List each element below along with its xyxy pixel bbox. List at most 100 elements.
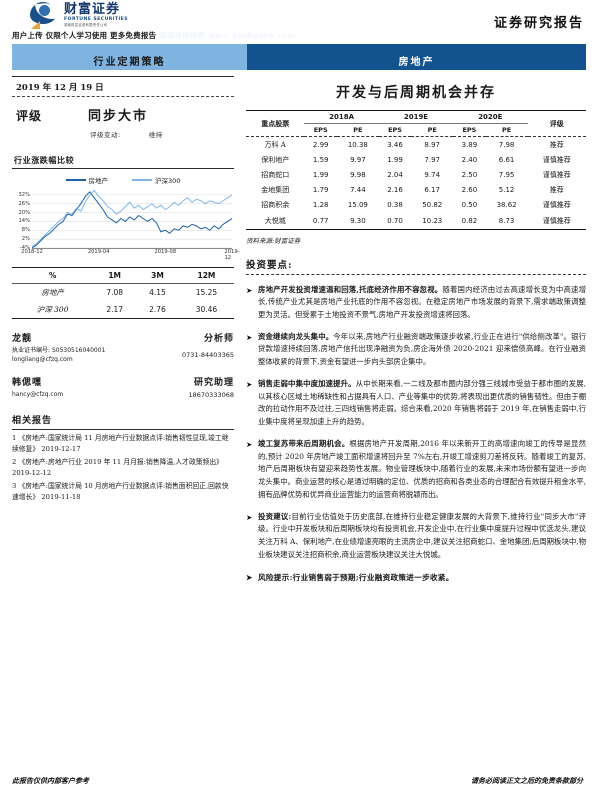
stock-row-0-name: 万科 A xyxy=(264,140,286,149)
stock-table-body: 万科 A 2.99 10.38 3.46 8.97 3.89 7.98 推荐 保利地产 1.59 9… xyxy=(246,136,586,229)
chart-legend: 房地产 沪深300 xyxy=(12,175,234,186)
fortune-securities-logo-icon xyxy=(30,2,60,30)
stock-row-3-eps20: 2.60 xyxy=(461,186,478,195)
stock-row-4-pe20: 38.62 xyxy=(496,201,517,210)
investment-point-1-body: 今年以来,房地产行业融资端政策逐步收紧,行业正在进行"供给侧改革"。银行贷款增速… xyxy=(258,331,586,367)
analyst-1-name: 韩偲嘿 xyxy=(12,378,43,388)
stock-row-0-eps18: 2.99 xyxy=(312,140,329,149)
list-item[interactable]: 3 《房地产:国家统计局 10 月房地产行业数据点评:销售面积回正,回款快速增长… xyxy=(12,482,229,501)
table-row[interactable]: 招商蛇口 1.99 9.98 2.04 9.74 2.50 7.95 谨慎推荐 xyxy=(246,167,586,182)
stock-row-1-pe19: 7.97 xyxy=(424,155,441,164)
stock-row-2-pe19: 9.74 xyxy=(424,170,441,179)
main-column: 开发与后周期机会并存 重点股票 2018A 2019E 2020E 评级 EPS… xyxy=(240,76,586,583)
analyst-0-cert-no: S0530516040001 xyxy=(51,347,106,354)
legend-swatch-0 xyxy=(65,179,86,181)
stock-row-2-pe18: 9.98 xyxy=(350,170,366,179)
analyst-1-meta: hancy@cfzq.com 18670333068 xyxy=(12,390,234,399)
table-row[interactable]: 金地集团 1.79 7.44 2.16 6.17 2.60 5.12 推荐 xyxy=(246,183,586,198)
watermark-part-2: 请查看研报客 www.yanbaoke.com xyxy=(159,31,296,40)
stock-row-1-name: 保利地产 xyxy=(261,155,290,164)
stock-row-5-pe20: 8.73 xyxy=(498,216,515,225)
page-title: 开发与后周期机会并存 xyxy=(336,85,496,101)
stock-row-0-pe19: 8.97 xyxy=(424,140,441,149)
stock-row-3-eps18: 1.79 xyxy=(312,186,329,195)
analyst-1-email[interactable]: hancy@cfzq.com xyxy=(12,391,64,398)
report-date: 2019 年 12 月 19 日 xyxy=(12,76,234,97)
stock-row-0-rating: 推荐 xyxy=(549,140,564,149)
chart-y-tick: -4% xyxy=(19,245,30,251)
perf-row-0-name: 房地产 xyxy=(41,288,64,297)
watermark-text: 用户上传 仅限个人学习使用 更多免费报告 请查看研报客 www.yanbaoke… xyxy=(12,30,587,41)
investment-point-4: ➤ 投资建议:目前行业估值处于历史底部,在维持行业稳定健康发展的大背景下,维持行业… xyxy=(246,511,586,562)
stock-row-3-pe20: 5.12 xyxy=(498,186,515,195)
stock-table-year-2: 2020E xyxy=(453,110,528,124)
chart-y-tick: 14% xyxy=(18,218,30,225)
table-row[interactable]: 保利地产 1.59 9.97 1.99 7.97 2.40 6.61 谨慎推荐 xyxy=(246,152,586,167)
brand-name-en: FORTUNE SECURITIES xyxy=(64,17,129,22)
table-row: 沪深 300 2.17 2.76 30.46 xyxy=(12,301,234,319)
investment-point-2-lead: 销售走弱中集中度加速提升。 xyxy=(258,378,356,388)
stock-row-4-pe19: 50.82 xyxy=(422,201,443,210)
stock-row-5-pe18: 9.30 xyxy=(350,216,366,225)
investment-point-2: ➤ 销售走弱中集中度加速提升。从中长期来看,一二线及都市圈内部分强三线城市受益于都… xyxy=(246,378,586,429)
stock-row-3-pe19: 6.17 xyxy=(424,186,441,195)
key-stocks-table: 重点股票 2018A 2019E 2020E 评级 EPS PE EPS PE … xyxy=(246,110,586,229)
chart-x-tick: 2019-12 xyxy=(224,249,240,261)
investment-point-2-body: 从中长期来看,一二线及都市圈内部分强三线城市受益于都市圈的发展,以其核心区域土地… xyxy=(258,378,586,427)
stock-row-4-eps20: 0.50 xyxy=(461,201,478,210)
analyst-1-header: 韩偲嘿 研究助理 xyxy=(12,375,234,388)
bullet-icon: ➤ xyxy=(246,573,253,583)
chart-x-tick: 2018-12 xyxy=(21,249,43,255)
stock-row-1-eps18: 1.59 xyxy=(312,155,329,164)
investment-points-list: ➤ 房地产开发投资增速温和回落,托底经济作用不容忽视。随着国内经济由过去高速增长变… xyxy=(246,284,586,562)
list-item[interactable]: 1 《房地产:国家统计局 11 月房地产行业数据点评:销售韧性显现,竣工继续修复… xyxy=(12,434,229,453)
footer-left-note: 此报告仅供内部客户参考 xyxy=(12,776,89,785)
chart-x-tick: 2019-08 xyxy=(154,249,177,255)
stock-row-3-pe18: 7.44 xyxy=(350,186,366,195)
perf-col-2: 3M xyxy=(136,267,179,284)
analyst-1-role: 研究助理 xyxy=(193,378,234,388)
bullet-icon: ➤ xyxy=(246,439,253,449)
investment-point-0-text: 房地产开发投资增速温和回落,托底经济作用不容忽视。随着国内经济由过去高速增长变为… xyxy=(258,284,586,322)
perf-row-1-m3: 2.76 xyxy=(149,305,166,314)
analyst-card-0: 龙靓 分析师 执业证书编号: S0530516040001 longliang@… xyxy=(12,331,234,364)
stock-row-4-eps19: 0.38 xyxy=(387,201,403,210)
stock-row-2-rating: 谨慎推荐 xyxy=(542,170,571,179)
table-row[interactable]: 招商积余 1.28 15.09 0.38 50.82 0.50 38.62 谨慎推荐 xyxy=(246,198,586,213)
list-item[interactable]: 2 《房地产:房地产行业 2019 年 11 月月报:销售降温,人才政策频出》 … xyxy=(12,458,223,477)
analyst-0-email[interactable]: longliang@cfzq.com xyxy=(12,356,73,363)
table-row[interactable]: 大悦城 0.77 9.30 0.70 10.23 0.82 8.73 谨慎推荐 xyxy=(246,213,586,229)
stock-row-4-name: 招商积余 xyxy=(261,201,290,210)
investment-point-4-lead: 投资建议: xyxy=(258,511,292,521)
banner-right: 房地产 xyxy=(247,44,586,70)
legend-label-0: 房地产 xyxy=(88,177,109,185)
stock-col-pe-2020e: PE xyxy=(501,126,512,134)
perf-row-0-m12: 15.25 xyxy=(195,288,218,297)
investment-point-0-body: 随着国内经济由过去高速增长变为中高速增长,传统产业尤其是房地产业托底的作用不容忽… xyxy=(258,284,586,319)
brand-name-cn: 财富证券 xyxy=(64,2,121,17)
perf-col-0: % xyxy=(12,267,94,284)
investment-point-3: ➤ 竣工复苏带来后周期机会。根据房地产开发周期,2016 年以来新开工的高增速向竣… xyxy=(246,438,586,502)
stock-row-5-eps19: 0.70 xyxy=(387,216,403,225)
brand-subtitle: 湖南财富证券有限责任公司 xyxy=(64,23,108,28)
legend-label-1: 沪深300 xyxy=(155,177,181,185)
perf-row-0-m3: 4.15 xyxy=(149,288,166,297)
bullet-icon: ➤ xyxy=(246,379,253,389)
stock-row-4-pe18: 15.09 xyxy=(347,201,368,210)
analyst-0-phone: 0731-84403365 xyxy=(182,351,234,359)
banner-right-label: 房地产 xyxy=(398,57,435,68)
banner-left: 行业定期策略 xyxy=(12,44,247,70)
page-content: 2019 年 12 月 19 日 评级 同步大市 评级变动: 维持 行业涨跌幅比… xyxy=(0,76,600,583)
stock-row-0-pe20: 7.98 xyxy=(498,140,515,149)
stock-row-5-eps18: 0.77 xyxy=(312,216,329,225)
stock-row-5-eps20: 0.82 xyxy=(461,216,478,225)
analyst-0-role: 分析师 xyxy=(203,334,234,344)
stock-row-2-eps20: 2.50 xyxy=(461,170,478,179)
stock-row-1-pe18: 9.97 xyxy=(350,155,366,164)
related-reports-heading: 相关报告 xyxy=(12,413,234,430)
stock-row-4-eps18: 1.28 xyxy=(312,201,329,210)
stock-row-0-pe18: 10.38 xyxy=(347,140,368,149)
perf-col-3: 12M xyxy=(178,267,234,284)
table-row[interactable]: 万科 A 2.99 10.38 3.46 8.97 3.89 7.98 推荐 xyxy=(246,137,586,153)
